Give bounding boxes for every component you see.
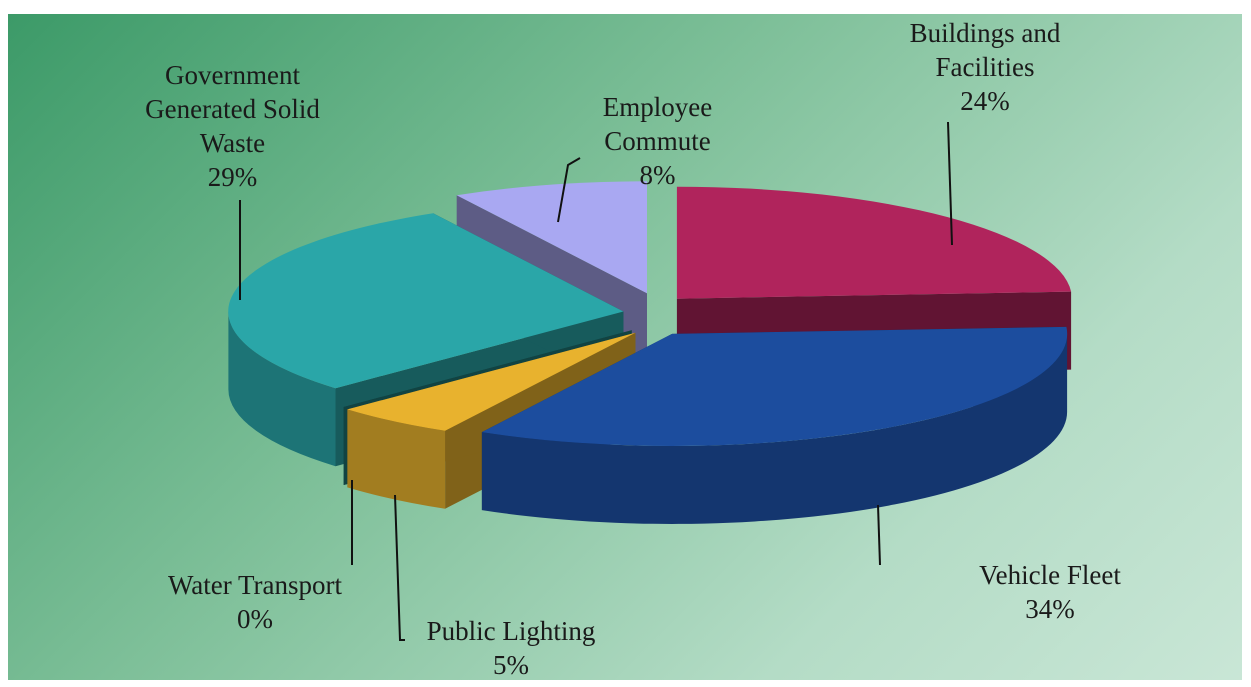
slice-wall bbox=[228, 311, 336, 467]
slice bbox=[228, 213, 624, 389]
value-label: 29% bbox=[207, 162, 258, 192]
category-label: Buildings and Facilities bbox=[909, 18, 1061, 82]
value-label: 5% bbox=[493, 650, 529, 680]
leader-line bbox=[394, 494, 405, 641]
slice-label: Government Generated Solid Waste 29% bbox=[125, 58, 340, 194]
slice-label: Employee Commute 8% bbox=[580, 90, 735, 192]
slice-wall bbox=[481, 333, 1068, 524]
category-label: Government Generated Solid Waste bbox=[145, 60, 320, 158]
category-label: Public Lighting bbox=[426, 616, 596, 646]
value-label: 8% bbox=[639, 160, 676, 190]
leader-line bbox=[877, 504, 881, 566]
slice bbox=[481, 326, 1068, 446]
value-label: 34% bbox=[1025, 594, 1075, 624]
slice-label: Public Lighting 5% bbox=[386, 614, 636, 682]
slice-label: Buildings and Facilities 24% bbox=[885, 16, 1085, 118]
category-label: Vehicle Fleet bbox=[979, 560, 1121, 590]
slice bbox=[347, 332, 636, 431]
value-label: 0% bbox=[237, 604, 273, 634]
slice bbox=[456, 181, 647, 294]
value-label: 24% bbox=[960, 86, 1010, 116]
slice-wall bbox=[347, 409, 446, 509]
leader-line bbox=[947, 121, 953, 246]
slice-label: Water Transport 0% bbox=[130, 568, 380, 636]
slice-label: Vehicle Fleet 34% bbox=[925, 558, 1175, 626]
category-label: Water Transport bbox=[167, 570, 343, 600]
leader-line bbox=[557, 157, 581, 223]
slice bbox=[676, 186, 1072, 299]
category-label: Employee Commute bbox=[602, 92, 713, 156]
